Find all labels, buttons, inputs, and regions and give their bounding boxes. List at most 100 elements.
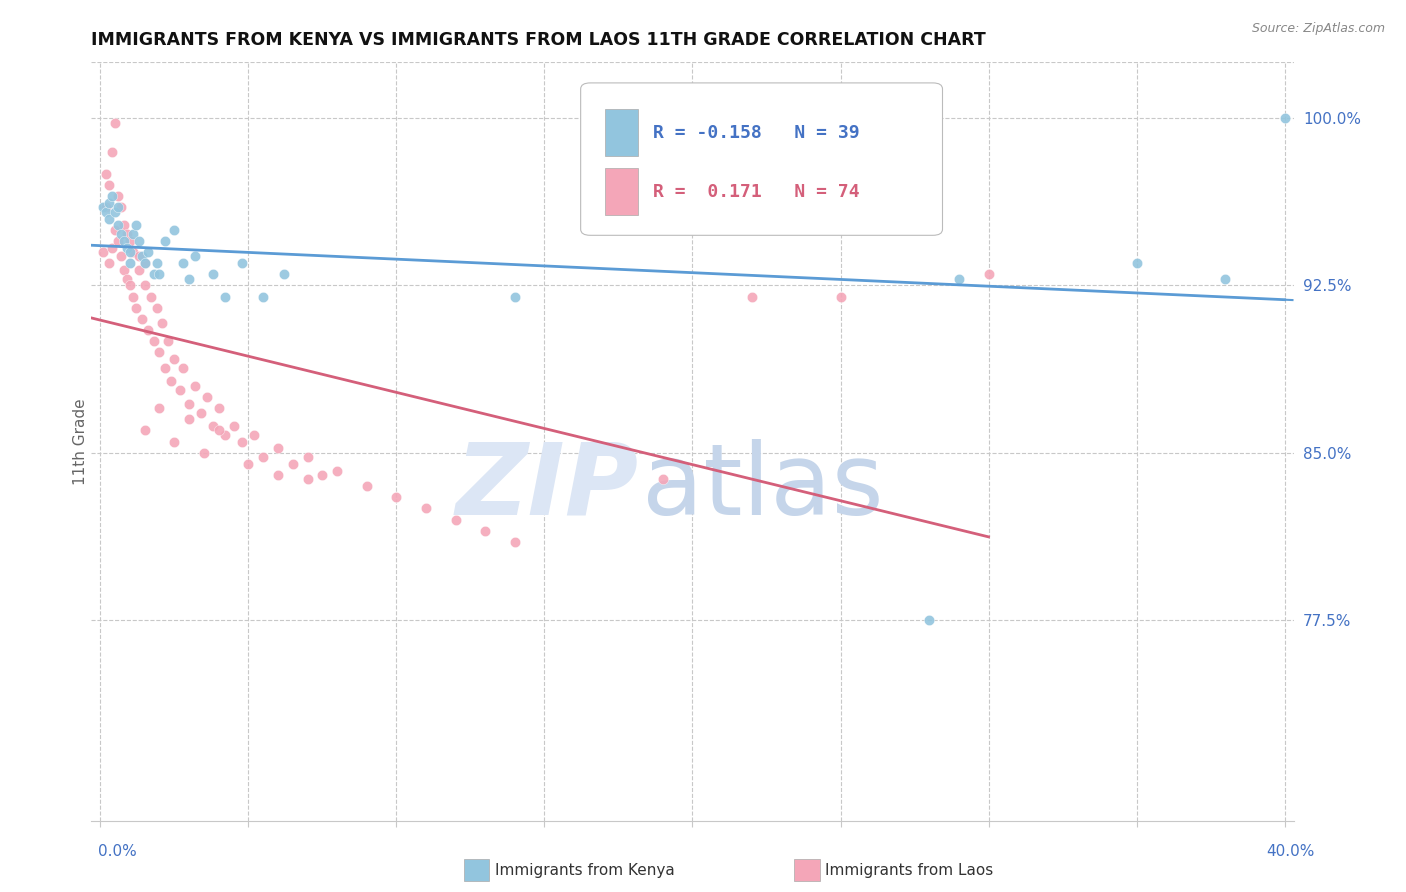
Point <box>131 250 153 264</box>
Point <box>110 201 132 215</box>
Point <box>136 323 159 337</box>
Point <box>741 289 763 303</box>
Point <box>948 271 970 285</box>
Point <box>136 244 159 259</box>
Point <box>107 218 129 232</box>
Point <box>190 405 212 419</box>
Point <box>101 189 124 203</box>
Point <box>104 115 127 129</box>
Point <box>326 464 349 478</box>
Point <box>118 234 141 248</box>
Point <box>201 419 224 434</box>
Point <box>98 256 121 270</box>
FancyBboxPatch shape <box>605 110 638 156</box>
Point <box>238 457 260 471</box>
Point <box>415 501 437 516</box>
Point <box>252 450 274 465</box>
Point <box>503 289 526 303</box>
Point <box>184 250 207 264</box>
Point <box>91 244 114 259</box>
Point <box>139 289 162 303</box>
Point <box>121 289 143 303</box>
Point <box>134 256 156 270</box>
Point <box>128 234 150 248</box>
Point <box>163 434 186 449</box>
Point <box>128 250 150 264</box>
Point <box>101 145 124 159</box>
Point <box>741 201 763 215</box>
Point <box>474 524 496 538</box>
Point <box>110 227 132 241</box>
Point <box>208 423 231 437</box>
Point <box>214 289 236 303</box>
Text: atlas: atlas <box>643 439 883 535</box>
Point <box>104 205 127 219</box>
Point <box>148 267 170 281</box>
Point <box>267 442 290 455</box>
Point <box>281 457 304 471</box>
Text: 0.0%: 0.0% <box>98 845 138 859</box>
Point <box>142 334 165 348</box>
Point <box>208 401 231 415</box>
Point <box>145 301 167 315</box>
Text: IMMIGRANTS FROM KENYA VS IMMIGRANTS FROM LAOS 11TH GRADE CORRELATION CHART: IMMIGRANTS FROM KENYA VS IMMIGRANTS FROM… <box>91 31 986 49</box>
Point <box>118 278 141 293</box>
Point <box>118 244 141 259</box>
Point <box>128 262 150 277</box>
Point <box>651 473 673 487</box>
Point <box>125 301 148 315</box>
Point <box>104 222 127 236</box>
Point <box>177 412 200 426</box>
Point <box>121 244 143 259</box>
Point <box>311 467 333 482</box>
Point <box>101 240 124 255</box>
Point <box>110 250 132 264</box>
Point <box>201 267 224 281</box>
Point <box>107 189 129 203</box>
Point <box>134 278 156 293</box>
Text: Immigrants from Laos: Immigrants from Laos <box>825 863 994 878</box>
Text: R = -0.158   N = 39: R = -0.158 N = 39 <box>652 124 859 142</box>
Point <box>231 434 253 449</box>
Point <box>107 201 129 215</box>
Point <box>163 351 186 366</box>
Point <box>112 234 135 248</box>
Text: R =  0.171   N = 74: R = 0.171 N = 74 <box>652 183 859 201</box>
Point <box>142 267 165 281</box>
Point <box>152 316 174 330</box>
Point <box>1215 271 1237 285</box>
Point <box>918 613 941 627</box>
Point <box>145 256 167 270</box>
Point <box>172 256 194 270</box>
Point <box>503 534 526 549</box>
FancyBboxPatch shape <box>581 83 942 235</box>
Point <box>155 234 177 248</box>
Point <box>134 423 156 437</box>
Text: Immigrants from Kenya: Immigrants from Kenya <box>495 863 675 878</box>
Point <box>131 311 153 326</box>
Text: 40.0%: 40.0% <box>1267 845 1315 859</box>
Point <box>297 450 319 465</box>
Point <box>160 374 183 388</box>
Point <box>148 401 170 415</box>
Point <box>267 467 290 482</box>
Point <box>121 227 143 241</box>
Text: Source: ZipAtlas.com: Source: ZipAtlas.com <box>1251 22 1385 36</box>
Point <box>214 427 236 442</box>
Point <box>177 271 200 285</box>
Point <box>977 267 1000 281</box>
Point <box>385 490 408 504</box>
Point <box>155 360 177 375</box>
Point <box>231 256 253 270</box>
Point <box>1274 111 1296 125</box>
Point <box>134 256 156 270</box>
Point <box>222 419 245 434</box>
Point <box>115 271 138 285</box>
Point <box>163 222 186 236</box>
Point <box>112 218 135 232</box>
Point <box>115 240 138 255</box>
Point <box>115 227 138 241</box>
Point <box>157 334 180 348</box>
Text: ZIP: ZIP <box>456 439 638 535</box>
Point <box>98 178 121 192</box>
